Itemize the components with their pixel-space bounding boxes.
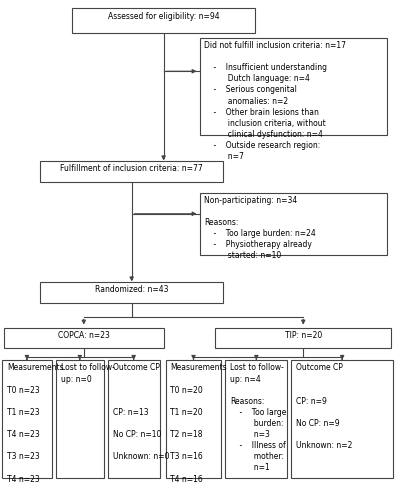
Text: Measurements

T0 n=23

T1 n=23

T4 n=23

T3 n=23

T4 n=23: Measurements T0 n=23 T1 n=23 T4 n=23 T3 … — [7, 364, 63, 484]
FancyBboxPatch shape — [2, 360, 52, 478]
FancyBboxPatch shape — [4, 328, 164, 347]
Text: Assessed for eligibility: n=94: Assessed for eligibility: n=94 — [108, 12, 219, 21]
Text: Fulfillment of inclusion criteria: n=77: Fulfillment of inclusion criteria: n=77 — [60, 164, 203, 173]
FancyBboxPatch shape — [291, 360, 393, 478]
Text: Outcome CP



CP: n=13

No CP: n=10

Unknown: n=0: Outcome CP CP: n=13 No CP: n=10 Unknown:… — [113, 364, 169, 462]
FancyBboxPatch shape — [72, 8, 255, 32]
Text: Non-participating: n=34

Reasons:
    -    Too large burden: n=24
    -    Physi: Non-participating: n=34 Reasons: - Too l… — [204, 196, 316, 260]
FancyBboxPatch shape — [200, 192, 387, 255]
Text: TIP: n=20: TIP: n=20 — [284, 331, 322, 340]
FancyBboxPatch shape — [40, 282, 223, 302]
Text: COPCA: n=23: COPCA: n=23 — [58, 331, 110, 340]
Text: Lost to follow-
up: n=0: Lost to follow- up: n=0 — [61, 364, 115, 384]
FancyBboxPatch shape — [56, 360, 104, 478]
Text: Did not fulfill inclusion criteria: n=17

    -    Insufficient understanding
  : Did not fulfill inclusion criteria: n=17… — [204, 41, 346, 161]
FancyBboxPatch shape — [225, 360, 287, 478]
Text: Lost to follow-
up: n=4

Reasons:
    -    Too large
          burden:
         : Lost to follow- up: n=4 Reasons: - Too l… — [230, 364, 286, 472]
Text: Outcome CP


CP: n=9

No CP: n=9

Unknown: n=2: Outcome CP CP: n=9 No CP: n=9 Unknown: n… — [296, 364, 352, 450]
Text: Measurements

T0 n=20

T1 n=20

T2 n=18

T3 n=16

T4 n=16: Measurements T0 n=20 T1 n=20 T2 n=18 T3 … — [170, 364, 227, 484]
FancyBboxPatch shape — [166, 360, 221, 478]
FancyBboxPatch shape — [215, 328, 391, 347]
FancyBboxPatch shape — [108, 360, 160, 478]
FancyBboxPatch shape — [40, 160, 223, 182]
Text: Randomized: n=43: Randomized: n=43 — [95, 285, 168, 294]
FancyBboxPatch shape — [200, 38, 387, 135]
